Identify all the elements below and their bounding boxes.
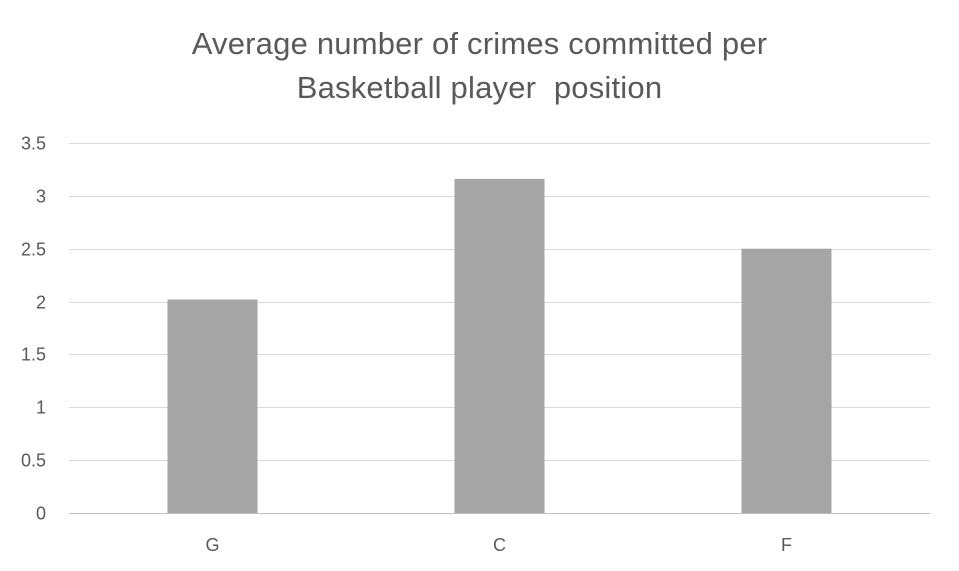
chart-title: Average number of crimes committed per B…	[0, 22, 959, 110]
y-tick-label: 0.5	[21, 451, 46, 471]
y-tick-label: 3	[36, 187, 46, 207]
x-tick-label-f: F	[781, 535, 792, 555]
x-tick-label-c: C	[493, 535, 506, 555]
chart-title-line-1: Average number of crimes committed per	[191, 26, 768, 61]
chart-title-line-2: Basketball player position	[296, 70, 663, 105]
y-tick-label: 1	[36, 398, 46, 418]
y-tick-label: 3.5	[21, 134, 46, 154]
bar-c	[454, 178, 545, 513]
y-tick-label: 0	[36, 504, 46, 524]
y-tick-label: 1.5	[21, 345, 46, 365]
bar-g	[167, 299, 258, 513]
bar-f	[741, 248, 832, 513]
bars	[167, 178, 832, 513]
y-tick-label: 2	[36, 293, 46, 313]
y-tick-label: 2.5	[21, 240, 46, 260]
y-axis-ticks: 0 0.5 1 1.5 2 2.5 3 3.5	[21, 134, 46, 524]
x-tick-label-g: G	[205, 535, 219, 555]
